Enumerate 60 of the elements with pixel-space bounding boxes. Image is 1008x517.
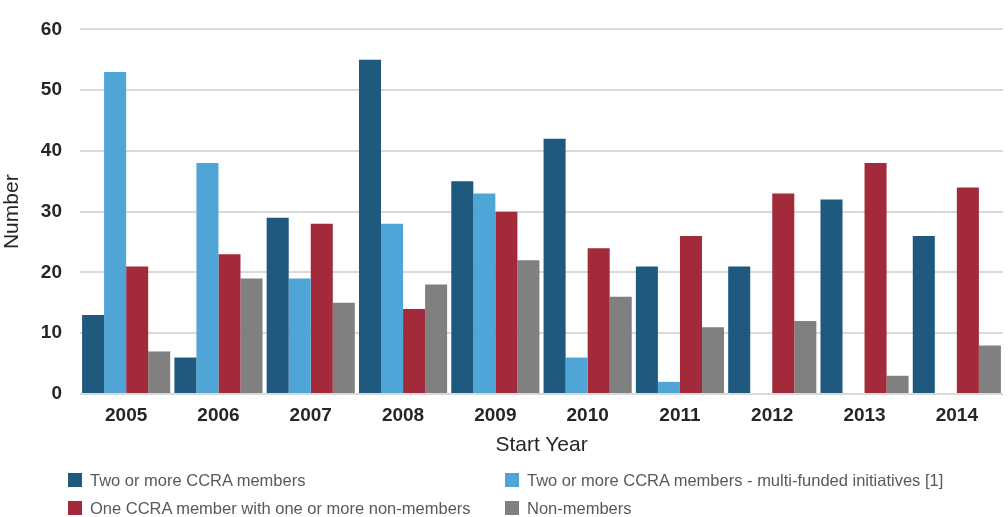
bar	[517, 260, 540, 393]
bar	[864, 163, 887, 393]
bar	[679, 236, 702, 393]
bar	[358, 59, 382, 393]
bar	[609, 296, 632, 393]
bar	[587, 248, 610, 393]
y-tick-label: 40	[40, 139, 62, 161]
bar	[772, 193, 795, 393]
x-tick-label: 2006	[197, 403, 240, 425]
bar	[174, 357, 197, 393]
bar	[403, 308, 426, 393]
bar	[218, 254, 241, 393]
bar	[451, 181, 474, 393]
x-tick-label: 2014	[935, 403, 979, 425]
bar	[912, 236, 935, 393]
bar	[728, 266, 751, 393]
y-tick-label: 60	[40, 17, 62, 39]
x-tick-label: 2007	[289, 403, 332, 425]
bar	[82, 315, 105, 393]
bar	[657, 381, 680, 393]
bar	[820, 199, 843, 393]
bar	[381, 223, 404, 393]
x-tick-label: 2012	[751, 403, 794, 425]
bar	[288, 278, 311, 393]
bar	[978, 345, 1001, 393]
bar	[543, 138, 566, 393]
bar	[240, 278, 263, 393]
x-tick-label: 2005	[105, 403, 148, 425]
bar	[886, 375, 909, 393]
x-tick-label: 2008	[381, 403, 425, 425]
bar	[266, 217, 289, 393]
bar	[126, 266, 149, 393]
legend-label: Two or more CCRA members - multi-funded initiatives [1]	[527, 470, 944, 490]
bar	[794, 321, 817, 393]
bar	[104, 71, 127, 393]
bar	[635, 266, 658, 393]
bar	[148, 351, 171, 393]
y-axis-title: Number	[0, 174, 23, 250]
bar	[196, 163, 219, 393]
x-tick-label: 2010	[566, 403, 609, 425]
bar	[701, 327, 725, 393]
x-tick-label: 2011	[659, 403, 701, 425]
bar	[332, 302, 355, 393]
y-tick-label: 50	[40, 78, 62, 100]
bar	[956, 187, 979, 393]
y-tick-label: 20	[40, 260, 62, 282]
bar	[473, 193, 496, 393]
legend-label: One CCRA member with one or more non-members	[90, 498, 471, 517]
y-tick-label: 10	[40, 321, 62, 343]
bar	[495, 211, 518, 393]
x-axis-title: Start Year	[495, 432, 588, 456]
bar	[565, 357, 588, 393]
bar	[425, 284, 448, 393]
y-tick-label: 30	[40, 199, 62, 221]
x-tick-label: 2009	[474, 403, 517, 425]
legend-label: Two or more CCRA members	[90, 470, 306, 490]
bar	[310, 223, 333, 393]
y-tick-label: 0	[51, 382, 62, 404]
x-tick-label: 2013	[843, 403, 886, 425]
legend-label: Non-members	[527, 498, 632, 517]
